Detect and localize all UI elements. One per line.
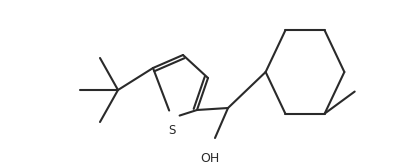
Text: OH: OH: [200, 152, 220, 165]
Text: S: S: [168, 124, 176, 137]
